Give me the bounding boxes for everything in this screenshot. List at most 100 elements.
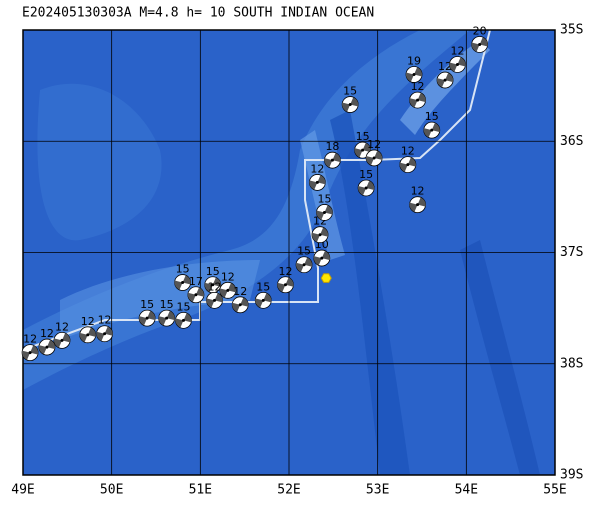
- depth-label: 12: [450, 44, 464, 57]
- beachball-center: [103, 332, 107, 336]
- beachball-center: [372, 156, 376, 160]
- beachball-center: [60, 338, 64, 342]
- depth-label: 15: [425, 110, 439, 123]
- depth-label: 18: [325, 140, 339, 153]
- x-tick-label: 55E: [543, 483, 566, 498]
- mechanism: [365, 149, 383, 167]
- depth-label: 12: [40, 327, 54, 340]
- x-tick-label: 49E: [11, 483, 34, 498]
- depth-label: 12: [367, 138, 381, 151]
- beachball-center: [443, 78, 447, 82]
- beachball-center: [145, 316, 149, 320]
- x-tick-label: 50E: [100, 483, 123, 498]
- depth-label: 12: [310, 162, 324, 175]
- depth-label: 12: [98, 314, 112, 327]
- depth-label: 12: [278, 265, 292, 278]
- mechanism: [53, 331, 71, 349]
- beachball-center: [45, 345, 49, 349]
- beachball-center: [322, 210, 326, 214]
- bathymetry: [23, 30, 540, 475]
- mechanism: [96, 325, 113, 343]
- beachball-center: [86, 333, 90, 337]
- beachball-center: [320, 256, 324, 260]
- mechanism: [409, 91, 426, 109]
- title: E202405130303A M=4.8 h= 10 SOUTH INDIAN …: [22, 6, 374, 21]
- beachball-center: [412, 73, 416, 76]
- depth-label: 15: [176, 263, 190, 276]
- depth-label: 15: [256, 280, 270, 293]
- mechanism: [138, 309, 156, 327]
- mechanism: [311, 226, 329, 244]
- beachball-center: [302, 263, 306, 267]
- y-tick-label: 38S: [560, 356, 583, 371]
- mechanism: [399, 156, 417, 174]
- depth-label: 12: [23, 333, 37, 346]
- mechanism: [316, 204, 333, 221]
- epicenter: [320, 273, 332, 283]
- mechanism: [174, 274, 192, 291]
- y-tick-label: 39S: [560, 468, 583, 483]
- depth-label: 15: [359, 168, 373, 181]
- x-tick-label: 54E: [455, 483, 478, 498]
- depth-label: 15: [297, 245, 311, 258]
- beachball-center: [181, 281, 185, 285]
- beachball-center: [211, 283, 215, 287]
- depth-label: 12: [221, 270, 235, 283]
- y-tick-label: 36S: [560, 134, 583, 149]
- x-tick-label: 51E: [189, 483, 212, 498]
- depth-label: 12: [81, 315, 95, 328]
- depth-label: 19: [407, 55, 421, 68]
- mechanism: [254, 291, 272, 309]
- mechanism: [158, 309, 176, 327]
- depth-label: 15: [206, 265, 220, 278]
- beachball-center: [455, 62, 459, 66]
- mechanism: [471, 36, 489, 53]
- depth-label: 12: [401, 145, 415, 158]
- mechanism: [295, 256, 313, 274]
- beachball-center: [261, 298, 265, 302]
- beachball-center: [406, 163, 410, 167]
- beachball-center: [181, 318, 185, 322]
- beachball-center: [165, 316, 169, 320]
- mechanism: [449, 56, 466, 73]
- mechanism: [324, 151, 341, 169]
- mechanism: [187, 286, 205, 304]
- mechanism: [354, 141, 371, 159]
- depth-label: 12: [233, 285, 247, 298]
- beachball-center: [28, 351, 32, 355]
- beachball-center: [330, 158, 334, 162]
- mechanism: [79, 326, 97, 344]
- mechanism: [357, 179, 375, 197]
- beachball-center: [315, 180, 319, 184]
- depth-label: 15: [160, 298, 174, 311]
- beachball-center: [194, 293, 198, 297]
- depth-label: 15: [317, 192, 331, 205]
- mechanism: [423, 121, 441, 139]
- mechanism: [409, 196, 426, 214]
- x-tick-label: 53E: [366, 483, 389, 498]
- depth-label: 20: [473, 24, 487, 37]
- mechanism: [405, 66, 423, 83]
- beachball-center: [213, 298, 217, 302]
- mechanism: [313, 249, 331, 267]
- mechanism: [204, 276, 222, 294]
- beachball-center: [283, 283, 287, 287]
- mechanism: [219, 281, 237, 299]
- mechanism: [436, 71, 454, 89]
- beachball-center: [478, 42, 482, 46]
- beachball-center: [416, 203, 420, 207]
- x-tick-label: 52E: [277, 483, 300, 498]
- beachball-center: [318, 233, 322, 237]
- depth-label: 12: [411, 185, 425, 198]
- mechanism: [206, 291, 223, 309]
- beachball-center: [238, 303, 242, 307]
- beachball-center: [348, 103, 352, 107]
- beachball-center: [430, 128, 434, 132]
- beachball-center: [361, 148, 365, 152]
- mechanism: [308, 174, 326, 191]
- beachball-center: [226, 288, 230, 292]
- beachball-center: [364, 186, 368, 190]
- depth-label: 12: [55, 320, 69, 333]
